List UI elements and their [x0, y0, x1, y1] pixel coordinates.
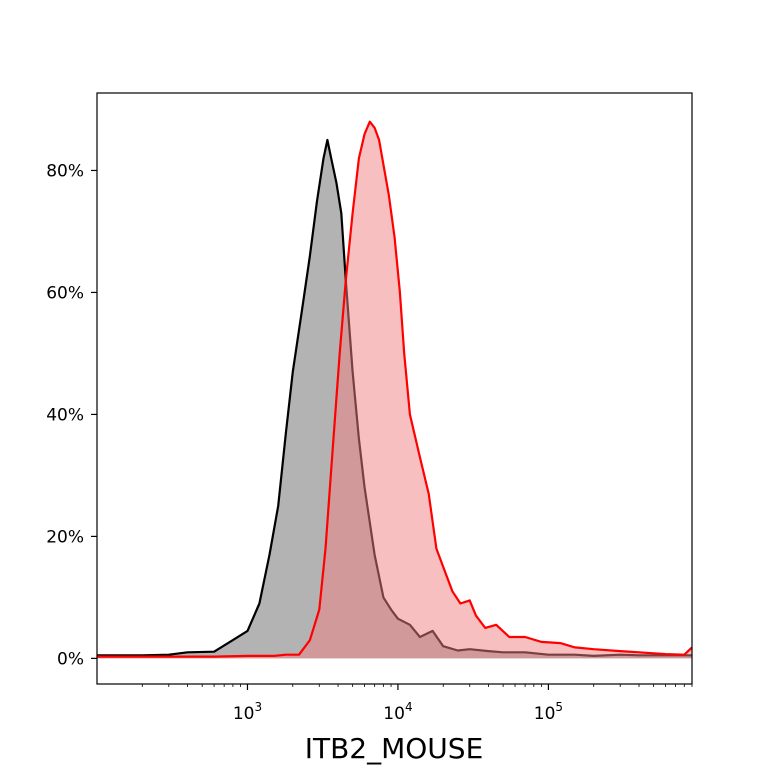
y-tick-label: 60%: [46, 283, 84, 303]
y-tick-label: 20%: [46, 527, 84, 547]
x-tick-label: 104: [383, 700, 412, 724]
x-axis-label: ITB2_MOUSE: [305, 732, 484, 765]
y-axis-ticks: 0% 20% 40% 60% 80%: [46, 161, 97, 669]
series-1-area: [97, 121, 692, 659]
y-tick-label: 0%: [57, 649, 84, 669]
plot-frame: [96, 92, 693, 685]
series-1-line: [97, 120, 693, 658]
series-layer: [97, 120, 693, 659]
x-tick-label: 105: [534, 700, 563, 724]
x-tick-label: 103: [233, 700, 262, 724]
x-axis-ticks: 103 104 105: [141, 684, 693, 724]
y-tick-label: 80%: [46, 161, 84, 181]
y-tick-label: 40%: [46, 405, 84, 425]
